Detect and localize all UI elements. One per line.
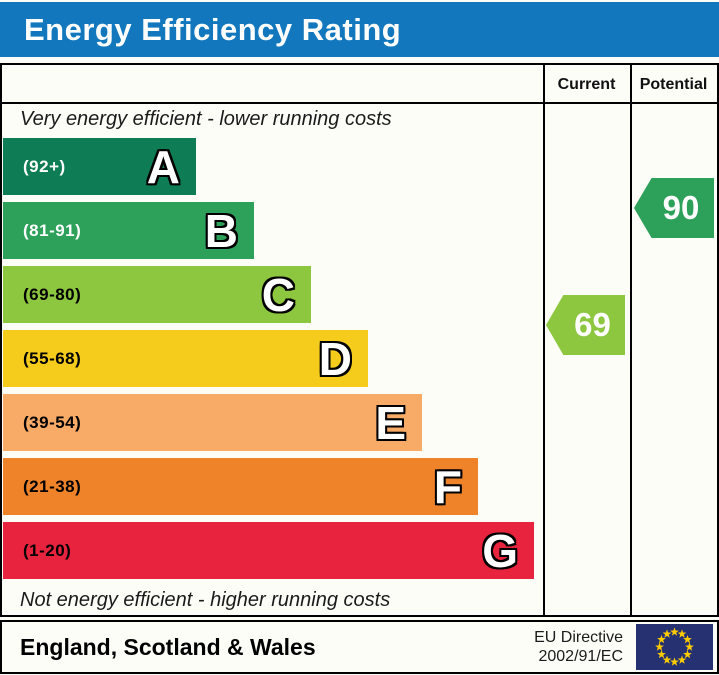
band-range-label: (1-20) (23, 540, 72, 560)
band-range-label: (81-91) (23, 220, 82, 240)
band-range-label: (39-54) (23, 412, 82, 432)
column-header-current: Current (557, 76, 616, 93)
band-letter: F (433, 460, 462, 513)
potential-column-divider (630, 65, 632, 615)
band-F: (21-38) F (3, 458, 478, 515)
eu-directive-label: EU Directive 2002/91/EC (534, 628, 623, 666)
column-header-potential: Potential (639, 76, 708, 93)
current-column-divider (543, 65, 545, 615)
band-letter: E (375, 396, 406, 449)
band-B: (81-91) B (3, 202, 254, 259)
eu-flag-icon (636, 624, 713, 670)
band-range-label: (92+) (23, 156, 66, 176)
potential-rating-arrow: 90 (634, 178, 714, 238)
band-range-label: (21-38) (23, 476, 82, 496)
current-rating-arrow: 69 (546, 295, 625, 355)
current-rating-value: 69 (574, 306, 611, 343)
top-note: Very energy efficient - lower running co… (20, 108, 392, 130)
band-letter: D (318, 332, 352, 385)
region-label: England, Scotland & Wales (20, 634, 316, 660)
band-A: (92+) A (3, 138, 196, 195)
potential-rating-value: 90 (662, 189, 700, 226)
band-letter: G (482, 524, 518, 577)
eu-directive-line1: EU Directive (534, 629, 623, 646)
bottom-note: Not energy efficient - higher running co… (20, 589, 391, 611)
band-D: (55-68) D (3, 330, 368, 387)
band-letter: A (146, 140, 180, 193)
band-range-label: (69-80) (23, 284, 82, 304)
band-C: (69-80) C (3, 266, 311, 323)
rating-chart: Current Potential Very energy efficient … (0, 63, 719, 617)
title-bar: Energy Efficiency Rating (0, 2, 719, 57)
header-row-divider (2, 102, 717, 104)
eu-directive-line2: 2002/91/EC (538, 648, 623, 665)
footer-bar: England, Scotland & Wales EU Directive 2… (0, 620, 719, 674)
band-range-label: (55-68) (23, 348, 82, 368)
band-G: (1-20) G (3, 522, 534, 579)
band-letter: C (261, 268, 295, 321)
page-title: Energy Efficiency Rating (24, 12, 402, 47)
band-letter: B (204, 204, 238, 257)
band-E: (39-54) E (3, 394, 422, 451)
